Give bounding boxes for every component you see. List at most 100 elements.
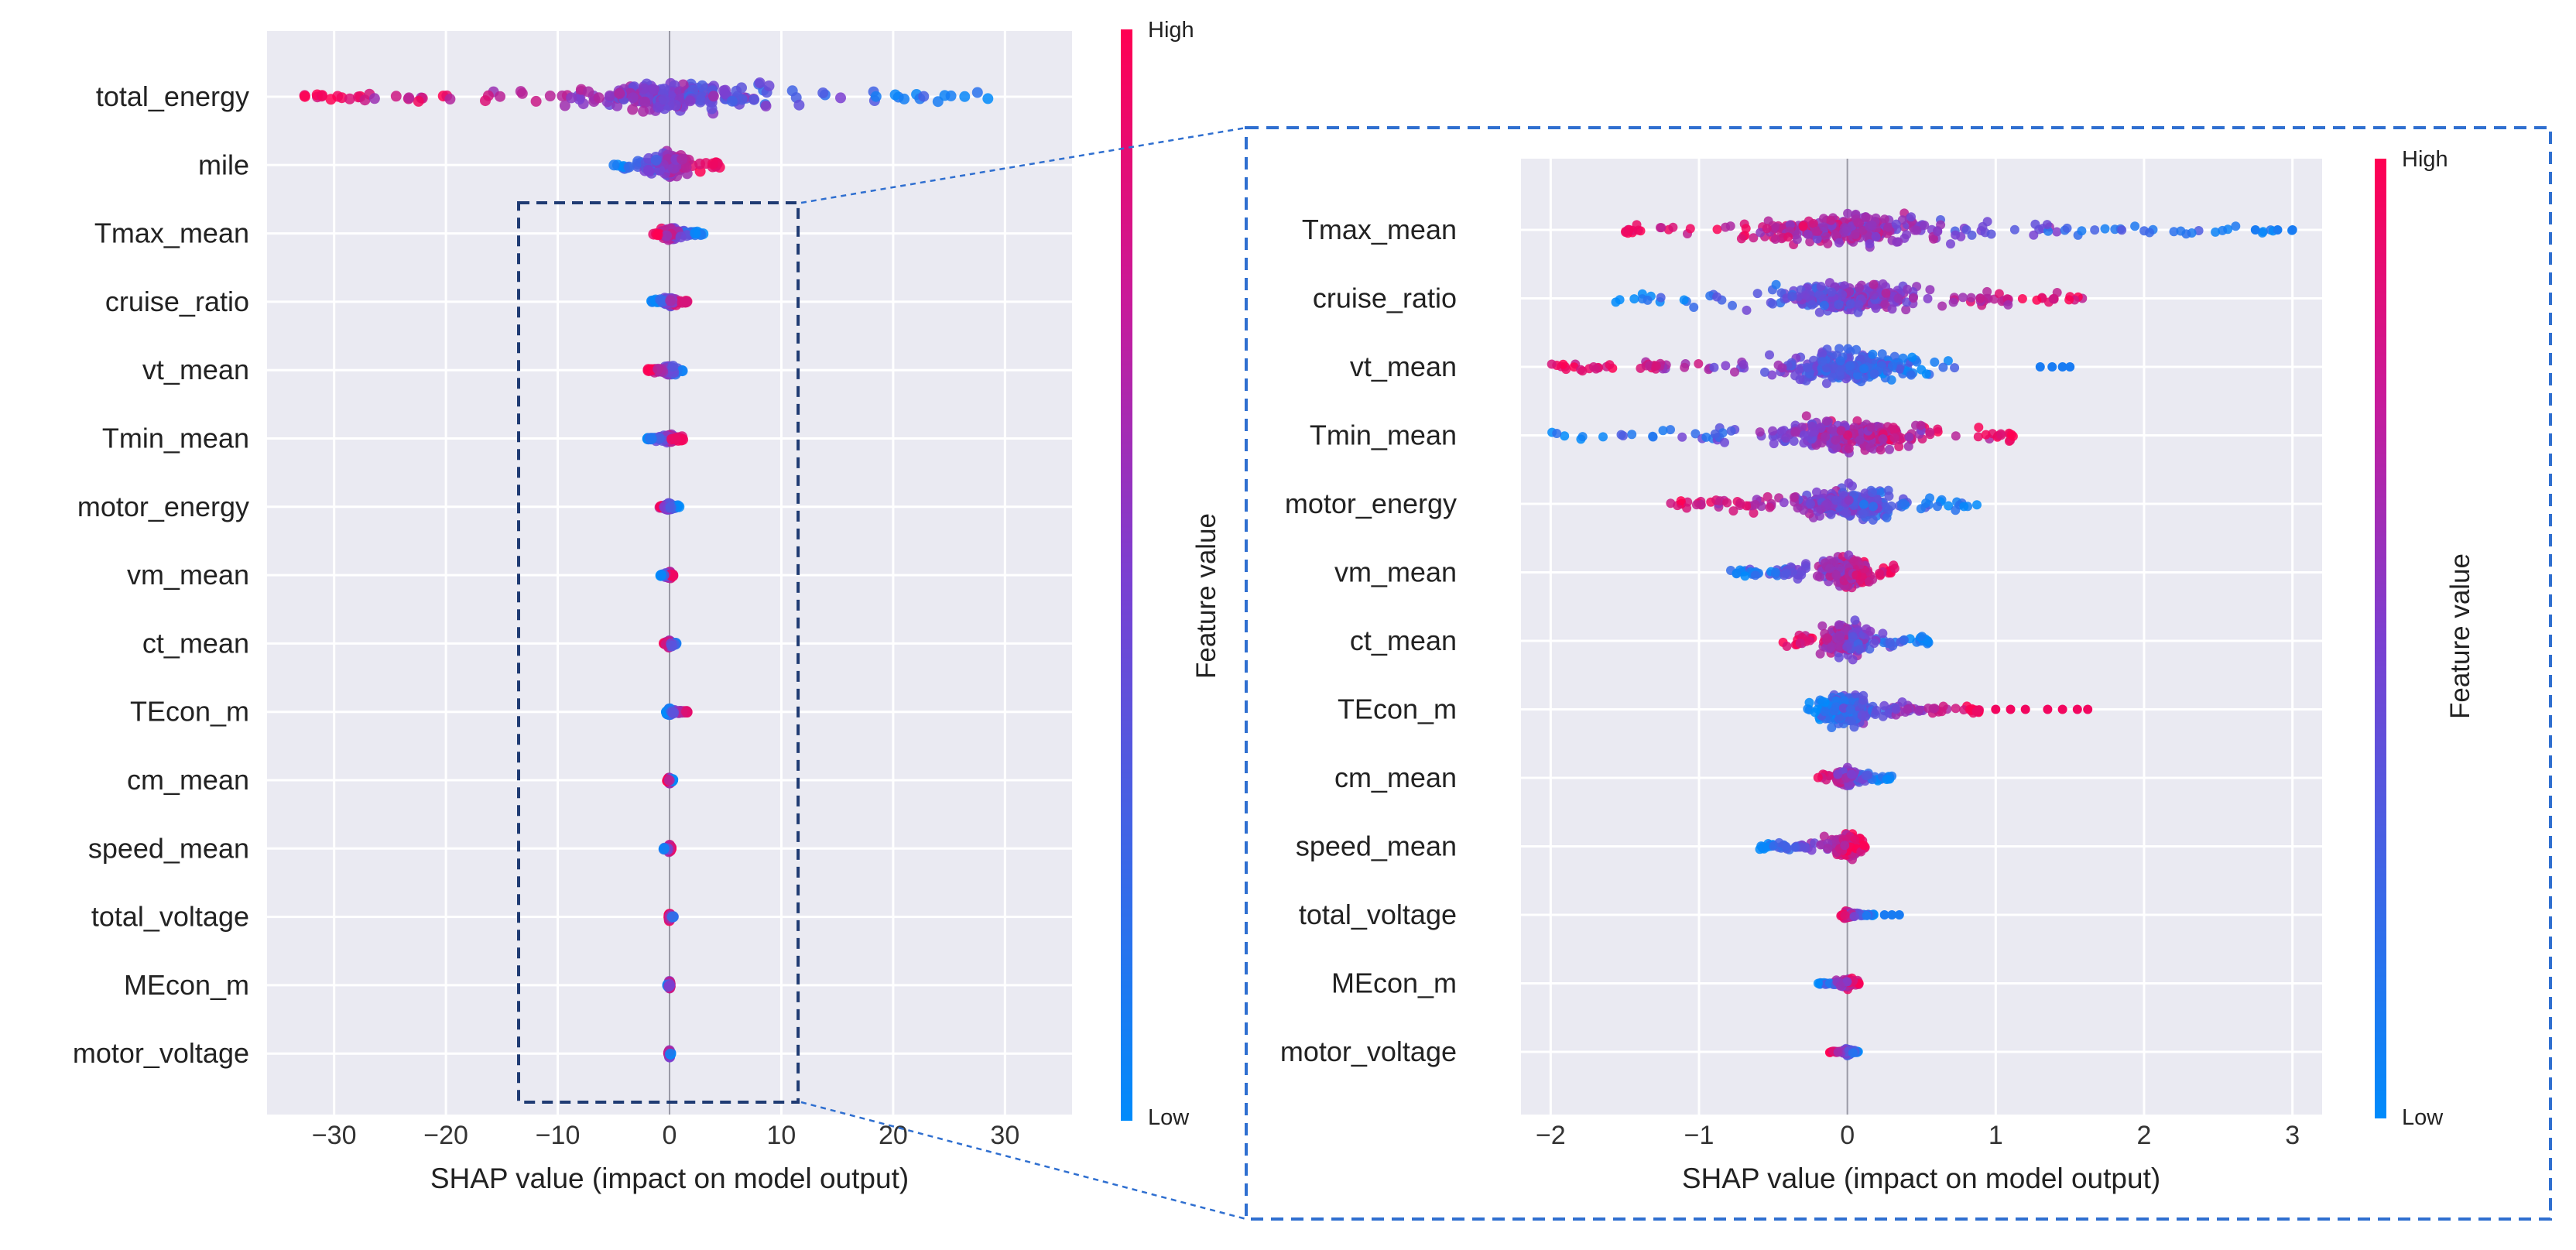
- shap-point: [1865, 239, 1875, 248]
- shap-point: [648, 84, 659, 95]
- feature-label: MEcon_m: [124, 969, 249, 1001]
- shap-point: [623, 161, 635, 173]
- shap-point: [1789, 437, 1799, 446]
- shap-point: [1855, 644, 1865, 654]
- feature-label: Tmax_mean: [94, 217, 249, 249]
- shap-point: [959, 91, 971, 102]
- beeswarm-row-Tmin_mean: [642, 429, 689, 448]
- shap-point: [677, 296, 688, 308]
- shap-point: [1908, 293, 1918, 303]
- shap-point: [1679, 295, 1689, 305]
- shap-point: [608, 159, 620, 171]
- shap-point: [1974, 423, 1984, 433]
- feature-label: total_energy: [96, 80, 249, 112]
- shap-point: [1701, 432, 1711, 442]
- shap-point: [1971, 707, 1982, 717]
- shap-point: [658, 94, 670, 105]
- shap-point: [667, 707, 679, 719]
- shap-point: [1795, 639, 1805, 648]
- shap-point: [1805, 237, 1815, 247]
- shap-point: [657, 296, 669, 307]
- shap-point: [1591, 364, 1601, 374]
- shap-point: [1862, 910, 1872, 920]
- shap-point: [1834, 652, 1844, 663]
- shap-point: [1943, 356, 1953, 366]
- shap-outlier-point: [2273, 225, 2283, 235]
- shap-point: [1721, 361, 1731, 371]
- shap-point: [1959, 502, 1969, 512]
- shap-point: [1994, 289, 2004, 299]
- shap-point: [1823, 238, 1833, 248]
- shap-point: [2176, 226, 2186, 236]
- shap-point: [1869, 639, 1879, 649]
- beeswarm-row-cruise_ratio: [1611, 278, 2088, 317]
- shap-point: [1972, 500, 1982, 510]
- feature-label: total_voltage: [91, 901, 249, 933]
- shap-point: [1849, 556, 1859, 566]
- shap-point: [1916, 420, 1926, 430]
- shap-point: [1811, 226, 1821, 236]
- shap-point: [1834, 238, 1844, 248]
- shap-point: [1844, 478, 1854, 488]
- shap-point: [1769, 439, 1779, 449]
- shap-point: [583, 86, 594, 98]
- shap-point: [627, 104, 639, 115]
- shap-point: [1621, 228, 1631, 238]
- shap-point: [1690, 429, 1701, 439]
- shap-point: [719, 87, 731, 99]
- shap-point: [1808, 218, 1818, 228]
- shap-point: [1821, 378, 1831, 389]
- shap-point: [1951, 431, 1961, 441]
- shap-point: [726, 95, 738, 107]
- shap-outlier-point: [2287, 225, 2297, 235]
- shap-point: [1834, 632, 1845, 641]
- shap-point: [1816, 423, 1826, 433]
- shap-point: [1834, 300, 1844, 310]
- shap-point: [684, 95, 696, 107]
- shap-point: [899, 93, 910, 104]
- shap-point: [1605, 360, 1615, 370]
- shap-point: [632, 156, 644, 167]
- shap-point: [2231, 221, 2241, 231]
- shap-point: [1888, 361, 1897, 371]
- shap-point: [760, 101, 772, 111]
- shap-point: [325, 94, 337, 105]
- overview-x-axis-label: SHAP value (impact on model output): [430, 1163, 909, 1194]
- shap-point: [1776, 426, 1786, 437]
- shap-point: [1894, 442, 1904, 451]
- shap-point: [2009, 224, 2019, 235]
- selection-box: [517, 201, 800, 1104]
- shap-point: [707, 158, 718, 170]
- shap-point: [2130, 221, 2140, 231]
- shap-point: [1951, 704, 1961, 714]
- beeswarm-row-cruise_ratio: [646, 293, 693, 312]
- shap-point: [1770, 235, 1780, 244]
- shap-point: [2017, 294, 2027, 303]
- beeswarm-row-MEcon_m: [662, 976, 676, 994]
- shap-point: [1760, 367, 1769, 377]
- shap-point: [403, 92, 415, 104]
- shap-point: [1899, 635, 1909, 645]
- shap-point: [945, 90, 957, 101]
- shap-point: [1763, 216, 1773, 226]
- beeswarm-row-motor_energy: [1666, 478, 1982, 525]
- shap-point: [1762, 491, 1773, 502]
- shap-point: [1765, 502, 1775, 512]
- shap-point: [1822, 633, 1832, 643]
- shap-point: [1728, 300, 1737, 310]
- shap-point: [1598, 432, 1608, 442]
- shap-point: [1722, 498, 1732, 508]
- shap-point: [1752, 289, 1762, 299]
- shap-point: [638, 105, 649, 117]
- shap-point: [1732, 568, 1742, 578]
- shap-point: [1865, 626, 1875, 636]
- shap-point: [1819, 300, 1829, 310]
- shap-point: [1666, 425, 1675, 435]
- shap-point: [1833, 769, 1843, 779]
- shap-point: [1865, 443, 1875, 453]
- shap-point: [1871, 231, 1881, 241]
- shap-point: [1903, 284, 1912, 294]
- shap-point: [1807, 300, 1817, 310]
- shap-point: [1920, 221, 1930, 230]
- shap-point: [1842, 642, 1852, 652]
